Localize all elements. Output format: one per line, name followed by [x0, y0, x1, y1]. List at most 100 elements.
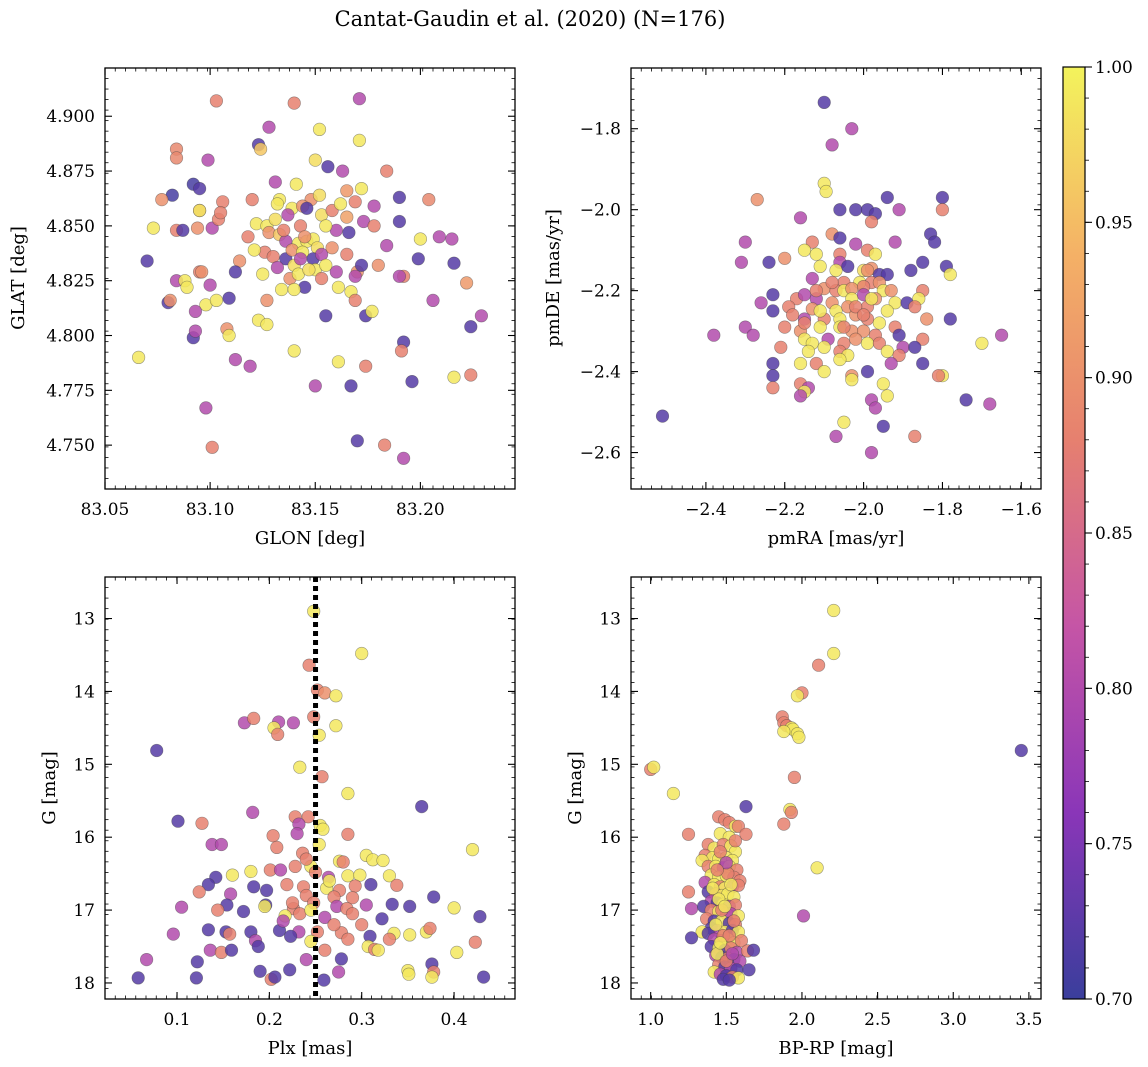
data-point	[403, 899, 417, 914]
data-point	[908, 300, 922, 314]
data-point	[746, 328, 760, 342]
y-tick-label: 4.750	[46, 436, 95, 456]
data-point	[350, 434, 364, 448]
y-tick-label: −2.6	[580, 444, 621, 464]
data-point	[880, 389, 894, 403]
data-point	[354, 258, 369, 272]
y-tick-label: 4.875	[46, 162, 95, 182]
data-point	[713, 936, 727, 950]
data-point	[785, 308, 800, 322]
data-point	[920, 312, 934, 326]
data-point	[273, 863, 288, 877]
data-point	[819, 184, 833, 199]
x-tick-label: −2.2	[764, 500, 805, 520]
data-point	[766, 369, 780, 383]
data-point	[805, 271, 819, 286]
data-point	[774, 340, 788, 354]
data-point	[892, 203, 906, 217]
y-tick-label: 15	[73, 755, 95, 775]
data-point	[205, 440, 219, 454]
scatter-points	[132, 92, 489, 465]
data-point	[270, 197, 285, 211]
data-point	[312, 122, 327, 136]
data-point	[813, 320, 827, 334]
x-tick-label: 1.5	[713, 1010, 740, 1030]
data-point	[864, 446, 879, 460]
data-point	[766, 356, 780, 371]
data-point	[706, 881, 720, 895]
data-point	[375, 912, 389, 926]
scatter-points	[131, 604, 491, 987]
data-point	[845, 122, 859, 136]
data-point	[334, 952, 349, 966]
x-tick-label: 83.15	[291, 500, 340, 520]
data-point	[1014, 743, 1028, 758]
data-point	[163, 293, 177, 308]
data-point	[872, 316, 887, 330]
data-point	[209, 293, 223, 308]
data-point	[975, 336, 989, 350]
data-point	[171, 814, 185, 828]
data-point	[223, 927, 237, 941]
data-point	[247, 711, 261, 726]
data-point	[681, 885, 696, 899]
data-point	[333, 197, 348, 211]
data-point	[423, 921, 437, 935]
data-point	[477, 970, 491, 984]
data-point	[880, 344, 894, 359]
data-point	[266, 829, 280, 843]
data-point	[342, 225, 356, 240]
data-point	[801, 344, 816, 359]
data-point	[849, 237, 863, 251]
data-point	[916, 332, 930, 346]
data-point	[762, 255, 776, 269]
data-point	[203, 943, 217, 957]
data-point	[392, 214, 407, 229]
data-point	[666, 786, 681, 801]
data-point	[460, 276, 474, 290]
data-point	[754, 296, 768, 310]
data-point	[707, 328, 721, 342]
y-tick-label: 17	[73, 901, 95, 921]
data-point	[367, 219, 381, 233]
x-tick-label: 83.10	[186, 500, 235, 520]
x-tick-label: 3.0	[940, 1010, 967, 1030]
data-point	[817, 365, 831, 379]
data-point	[868, 247, 883, 261]
data-point	[340, 184, 354, 198]
data-point	[935, 203, 950, 217]
data-point	[329, 689, 343, 703]
data-point	[647, 760, 661, 774]
data-point	[825, 138, 839, 152]
data-point	[345, 891, 360, 905]
data-point	[247, 880, 261, 894]
data-point	[390, 878, 404, 892]
data-point	[319, 219, 333, 233]
data-point	[725, 947, 740, 961]
data-point	[728, 834, 743, 848]
data-point	[195, 265, 209, 279]
data-point	[864, 215, 879, 229]
data-point	[236, 904, 251, 919]
data-point	[300, 201, 314, 215]
data-point	[340, 247, 354, 261]
data-point	[746, 943, 761, 957]
data-point	[927, 235, 942, 249]
data-point	[270, 840, 284, 855]
data-point	[805, 235, 819, 249]
data-point	[904, 263, 918, 278]
data-point	[445, 232, 459, 246]
data-point	[268, 212, 282, 226]
data-point	[734, 255, 749, 269]
data-point	[193, 182, 207, 196]
data-point	[787, 770, 802, 785]
data-point	[308, 153, 322, 167]
data-point	[916, 255, 930, 269]
data-point	[742, 963, 756, 977]
data-point	[403, 928, 417, 942]
data-point	[380, 164, 394, 178]
data-point	[872, 336, 887, 350]
data-point	[146, 221, 160, 235]
data-point	[214, 837, 228, 852]
data-point	[777, 724, 791, 739]
